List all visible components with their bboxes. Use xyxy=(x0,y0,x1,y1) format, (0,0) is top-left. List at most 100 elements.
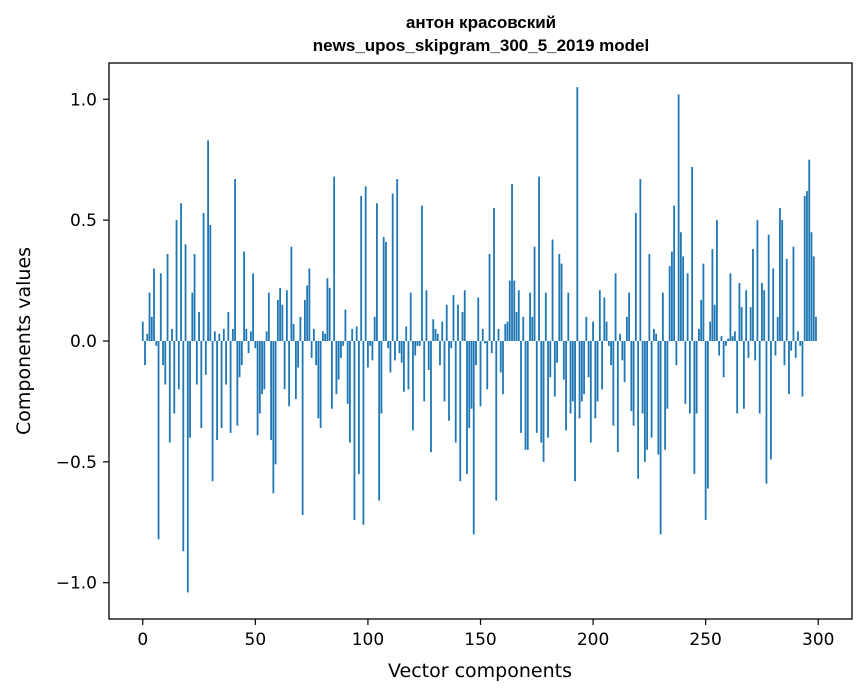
bar xyxy=(441,321,444,341)
bar xyxy=(484,341,486,344)
bar xyxy=(445,304,448,341)
bar xyxy=(810,232,813,341)
bar xyxy=(506,321,509,341)
bar xyxy=(394,341,396,361)
bar xyxy=(682,256,685,341)
x-tick-label: 50 xyxy=(245,630,267,650)
bar xyxy=(340,341,342,358)
bar xyxy=(587,341,590,378)
bar xyxy=(261,341,263,395)
bar xyxy=(560,263,563,341)
bar xyxy=(693,341,696,474)
bar xyxy=(493,208,495,341)
bar xyxy=(213,331,216,341)
bar xyxy=(670,251,673,341)
bar xyxy=(195,341,198,385)
bar xyxy=(812,256,815,341)
bar xyxy=(666,341,669,409)
bar xyxy=(270,341,273,441)
bar xyxy=(607,341,610,346)
bar xyxy=(191,292,194,341)
bar xyxy=(166,253,169,341)
bar xyxy=(238,341,241,378)
x-tick-label: 300 xyxy=(802,630,834,650)
bar xyxy=(168,341,171,443)
bar xyxy=(164,341,167,385)
bar xyxy=(736,341,739,414)
bar xyxy=(378,341,381,501)
bar xyxy=(290,246,293,341)
bar xyxy=(367,341,369,368)
bar xyxy=(763,290,766,341)
bar xyxy=(655,333,658,341)
bar xyxy=(182,341,185,552)
bar xyxy=(249,331,252,341)
y-tick-label: 0.5 xyxy=(70,211,97,231)
bar xyxy=(695,341,698,414)
bar xyxy=(371,341,374,361)
bar xyxy=(752,249,754,341)
bar xyxy=(216,341,218,441)
bar xyxy=(274,341,277,465)
bar xyxy=(794,341,797,358)
bar xyxy=(610,341,612,366)
x-tick-label: 250 xyxy=(689,630,721,650)
bar xyxy=(661,292,664,341)
bar xyxy=(529,292,531,341)
bar xyxy=(767,234,770,341)
bar xyxy=(641,341,644,414)
bar xyxy=(808,159,811,341)
bar xyxy=(551,239,554,341)
bar xyxy=(452,295,455,341)
bar xyxy=(254,341,257,349)
bar xyxy=(657,341,660,455)
bar xyxy=(398,341,401,354)
bars-group xyxy=(141,87,817,593)
bar xyxy=(788,341,790,395)
bar xyxy=(294,341,297,400)
bar xyxy=(639,179,642,341)
bar xyxy=(596,341,599,402)
bar xyxy=(803,195,806,341)
bar xyxy=(416,341,419,346)
bar xyxy=(702,263,705,341)
bar xyxy=(716,220,718,341)
bar xyxy=(162,341,164,366)
bar xyxy=(436,333,439,341)
chart-subtitle: news_upos_skipgram_300_5_2019 model xyxy=(313,36,649,55)
bar xyxy=(727,338,730,341)
bar xyxy=(448,341,450,421)
y-axis-label: Components values xyxy=(13,247,35,435)
bar xyxy=(297,341,300,368)
bar xyxy=(204,341,207,375)
bar xyxy=(558,253,561,341)
bar xyxy=(734,331,736,341)
bar xyxy=(382,237,385,341)
bar xyxy=(594,341,597,419)
bar xyxy=(186,341,189,593)
bar xyxy=(650,341,653,438)
bar xyxy=(765,341,768,484)
bar xyxy=(240,341,243,366)
x-tick-label: 150 xyxy=(464,630,496,650)
bar xyxy=(353,341,356,520)
bar xyxy=(407,341,410,390)
bar xyxy=(355,326,358,341)
bar xyxy=(468,341,471,429)
bar xyxy=(488,253,491,341)
bar xyxy=(198,311,200,341)
bar xyxy=(691,166,694,341)
bar xyxy=(616,341,619,453)
bar xyxy=(619,333,621,341)
bar xyxy=(225,341,227,385)
bar xyxy=(738,282,741,341)
bar xyxy=(189,341,191,438)
bar xyxy=(454,341,457,443)
bar xyxy=(815,316,817,341)
bar xyxy=(312,328,315,341)
bar xyxy=(538,176,540,341)
bar xyxy=(184,244,187,341)
bar xyxy=(470,341,473,409)
bar xyxy=(556,341,558,363)
bar xyxy=(335,341,338,395)
